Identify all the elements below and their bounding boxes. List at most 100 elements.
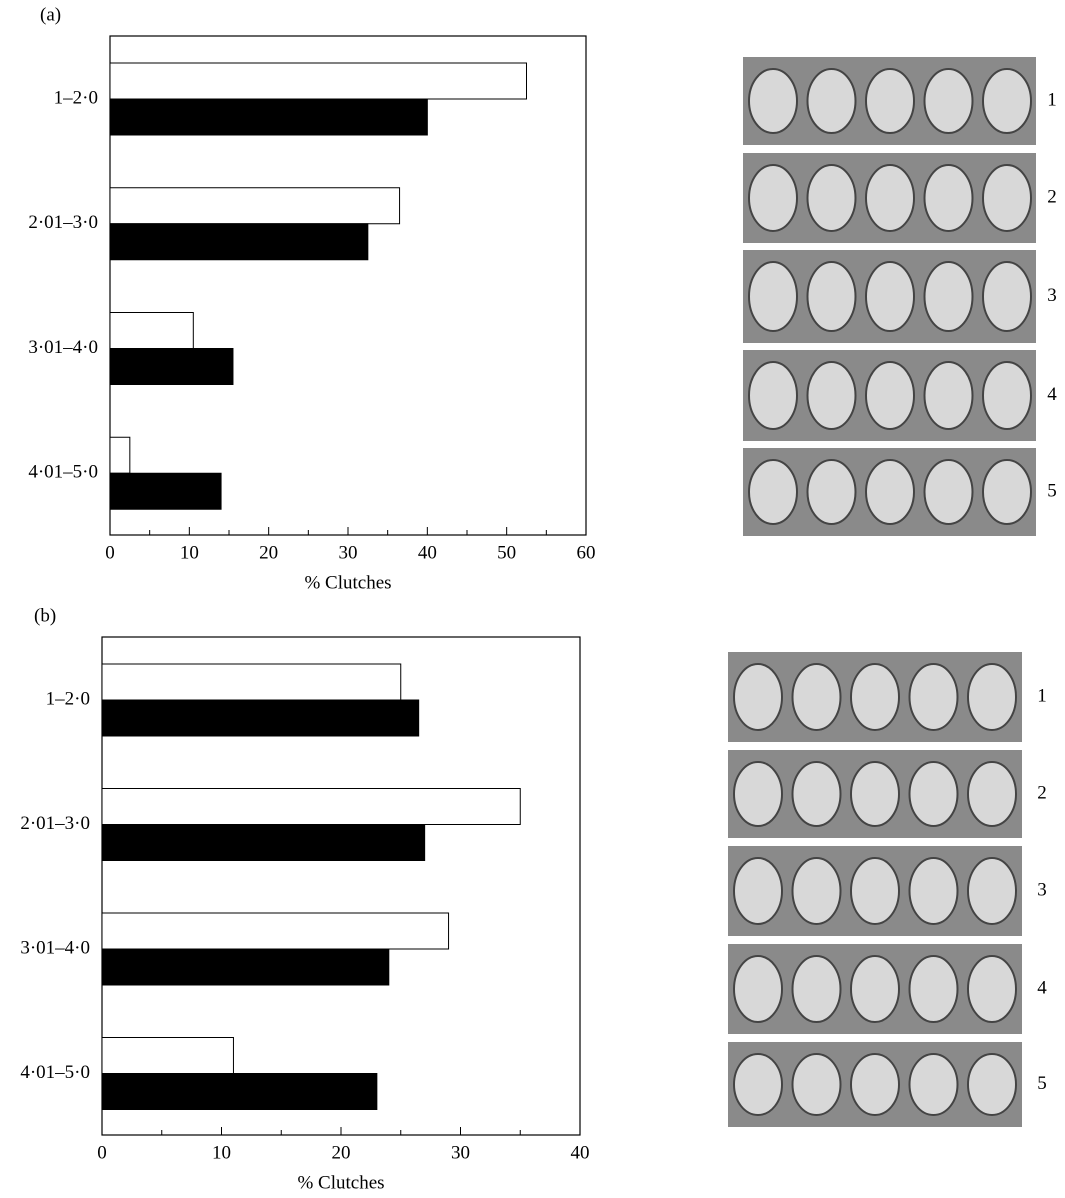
egg (749, 262, 797, 331)
photo-row-label: 3 (1037, 879, 1047, 900)
photo-row-label: 5 (1037, 1073, 1047, 1094)
x-tick-label: 20 (259, 542, 278, 563)
egg (851, 1054, 899, 1115)
y-tick-label: 3·01–4·0 (20, 937, 90, 958)
egg (808, 362, 856, 429)
egg (866, 460, 914, 524)
egg (925, 69, 973, 133)
y-tick-label: 1–2·0 (46, 688, 90, 709)
egg (866, 165, 914, 231)
x-tick-label: 30 (451, 1142, 470, 1163)
egg (734, 664, 782, 730)
egg (851, 664, 899, 730)
egg (910, 956, 958, 1022)
egg (968, 664, 1016, 730)
egg (793, 762, 841, 826)
egg (925, 262, 973, 331)
egg (734, 956, 782, 1022)
egg (734, 1054, 782, 1115)
panel-label: (a) (40, 4, 61, 25)
egg (793, 858, 841, 924)
x-tick-label: 10 (180, 542, 199, 563)
bar (110, 313, 193, 349)
photo-row-label: 5 (1047, 480, 1057, 501)
x-tick-label: 50 (497, 542, 516, 563)
panel-label: (b) (34, 605, 56, 626)
x-tick-label: 30 (339, 542, 358, 563)
photo-row-label: 1 (1037, 685, 1047, 706)
bar (102, 949, 389, 985)
x-tick-label: 40 (571, 1142, 590, 1163)
egg (910, 762, 958, 826)
egg (968, 956, 1016, 1022)
egg (866, 262, 914, 331)
bar (110, 349, 233, 385)
bar (102, 825, 425, 861)
x-tick-label: 60 (577, 542, 596, 563)
egg (983, 262, 1031, 331)
bar (102, 1038, 233, 1074)
x-axis-title: % Clutches (297, 1172, 384, 1193)
x-tick-label: 0 (97, 1142, 107, 1163)
x-axis-title: % Clutches (304, 572, 391, 593)
egg (983, 165, 1031, 231)
egg (910, 664, 958, 730)
egg (866, 362, 914, 429)
bar (102, 664, 401, 700)
bar (110, 437, 130, 473)
bar (110, 224, 368, 260)
y-tick-label: 1–2·0 (54, 87, 98, 108)
egg (968, 858, 1016, 924)
bar (102, 789, 520, 825)
egg (983, 460, 1031, 524)
bar (102, 913, 449, 949)
y-tick-label: 2·01–3·0 (28, 212, 98, 233)
egg (866, 69, 914, 133)
egg (793, 1054, 841, 1115)
egg (851, 858, 899, 924)
egg (851, 762, 899, 826)
figure: (a)0102030405060% Clutches1–2·02·01–3·03… (0, 0, 1065, 1198)
page: (a)0102030405060% Clutches1–2·02·01–3·03… (0, 0, 1065, 1198)
bar (102, 700, 419, 736)
egg (808, 262, 856, 331)
egg (793, 664, 841, 730)
egg (808, 165, 856, 231)
y-tick-label: 4·01–5·0 (20, 1062, 90, 1083)
egg (968, 1054, 1016, 1115)
x-tick-label: 0 (105, 542, 115, 563)
egg (983, 362, 1031, 429)
egg (910, 1054, 958, 1115)
egg (749, 460, 797, 524)
bar (110, 188, 400, 224)
y-tick-label: 3·01–4·0 (28, 337, 98, 358)
x-tick-label: 40 (418, 542, 437, 563)
bar (110, 63, 527, 99)
egg (808, 69, 856, 133)
egg (749, 362, 797, 429)
y-tick-label: 2·01–3·0 (20, 813, 90, 834)
photo-row-label: 1 (1047, 89, 1057, 110)
egg (925, 460, 973, 524)
egg (925, 165, 973, 231)
bar (102, 1074, 377, 1110)
egg (793, 956, 841, 1022)
x-tick-label: 20 (332, 1142, 351, 1163)
egg (910, 858, 958, 924)
x-tick-label: 10 (212, 1142, 231, 1163)
egg (734, 762, 782, 826)
egg (968, 762, 1016, 826)
egg (983, 69, 1031, 133)
egg (749, 165, 797, 231)
egg (808, 460, 856, 524)
bar (110, 99, 427, 135)
bar (110, 473, 221, 509)
photo-row-label: 4 (1037, 977, 1047, 998)
egg (734, 858, 782, 924)
egg (851, 956, 899, 1022)
photo-row-label: 2 (1037, 782, 1047, 803)
photo-row-label: 2 (1047, 186, 1057, 207)
egg (749, 69, 797, 133)
photo-row-label: 3 (1047, 285, 1057, 306)
egg (925, 362, 973, 429)
